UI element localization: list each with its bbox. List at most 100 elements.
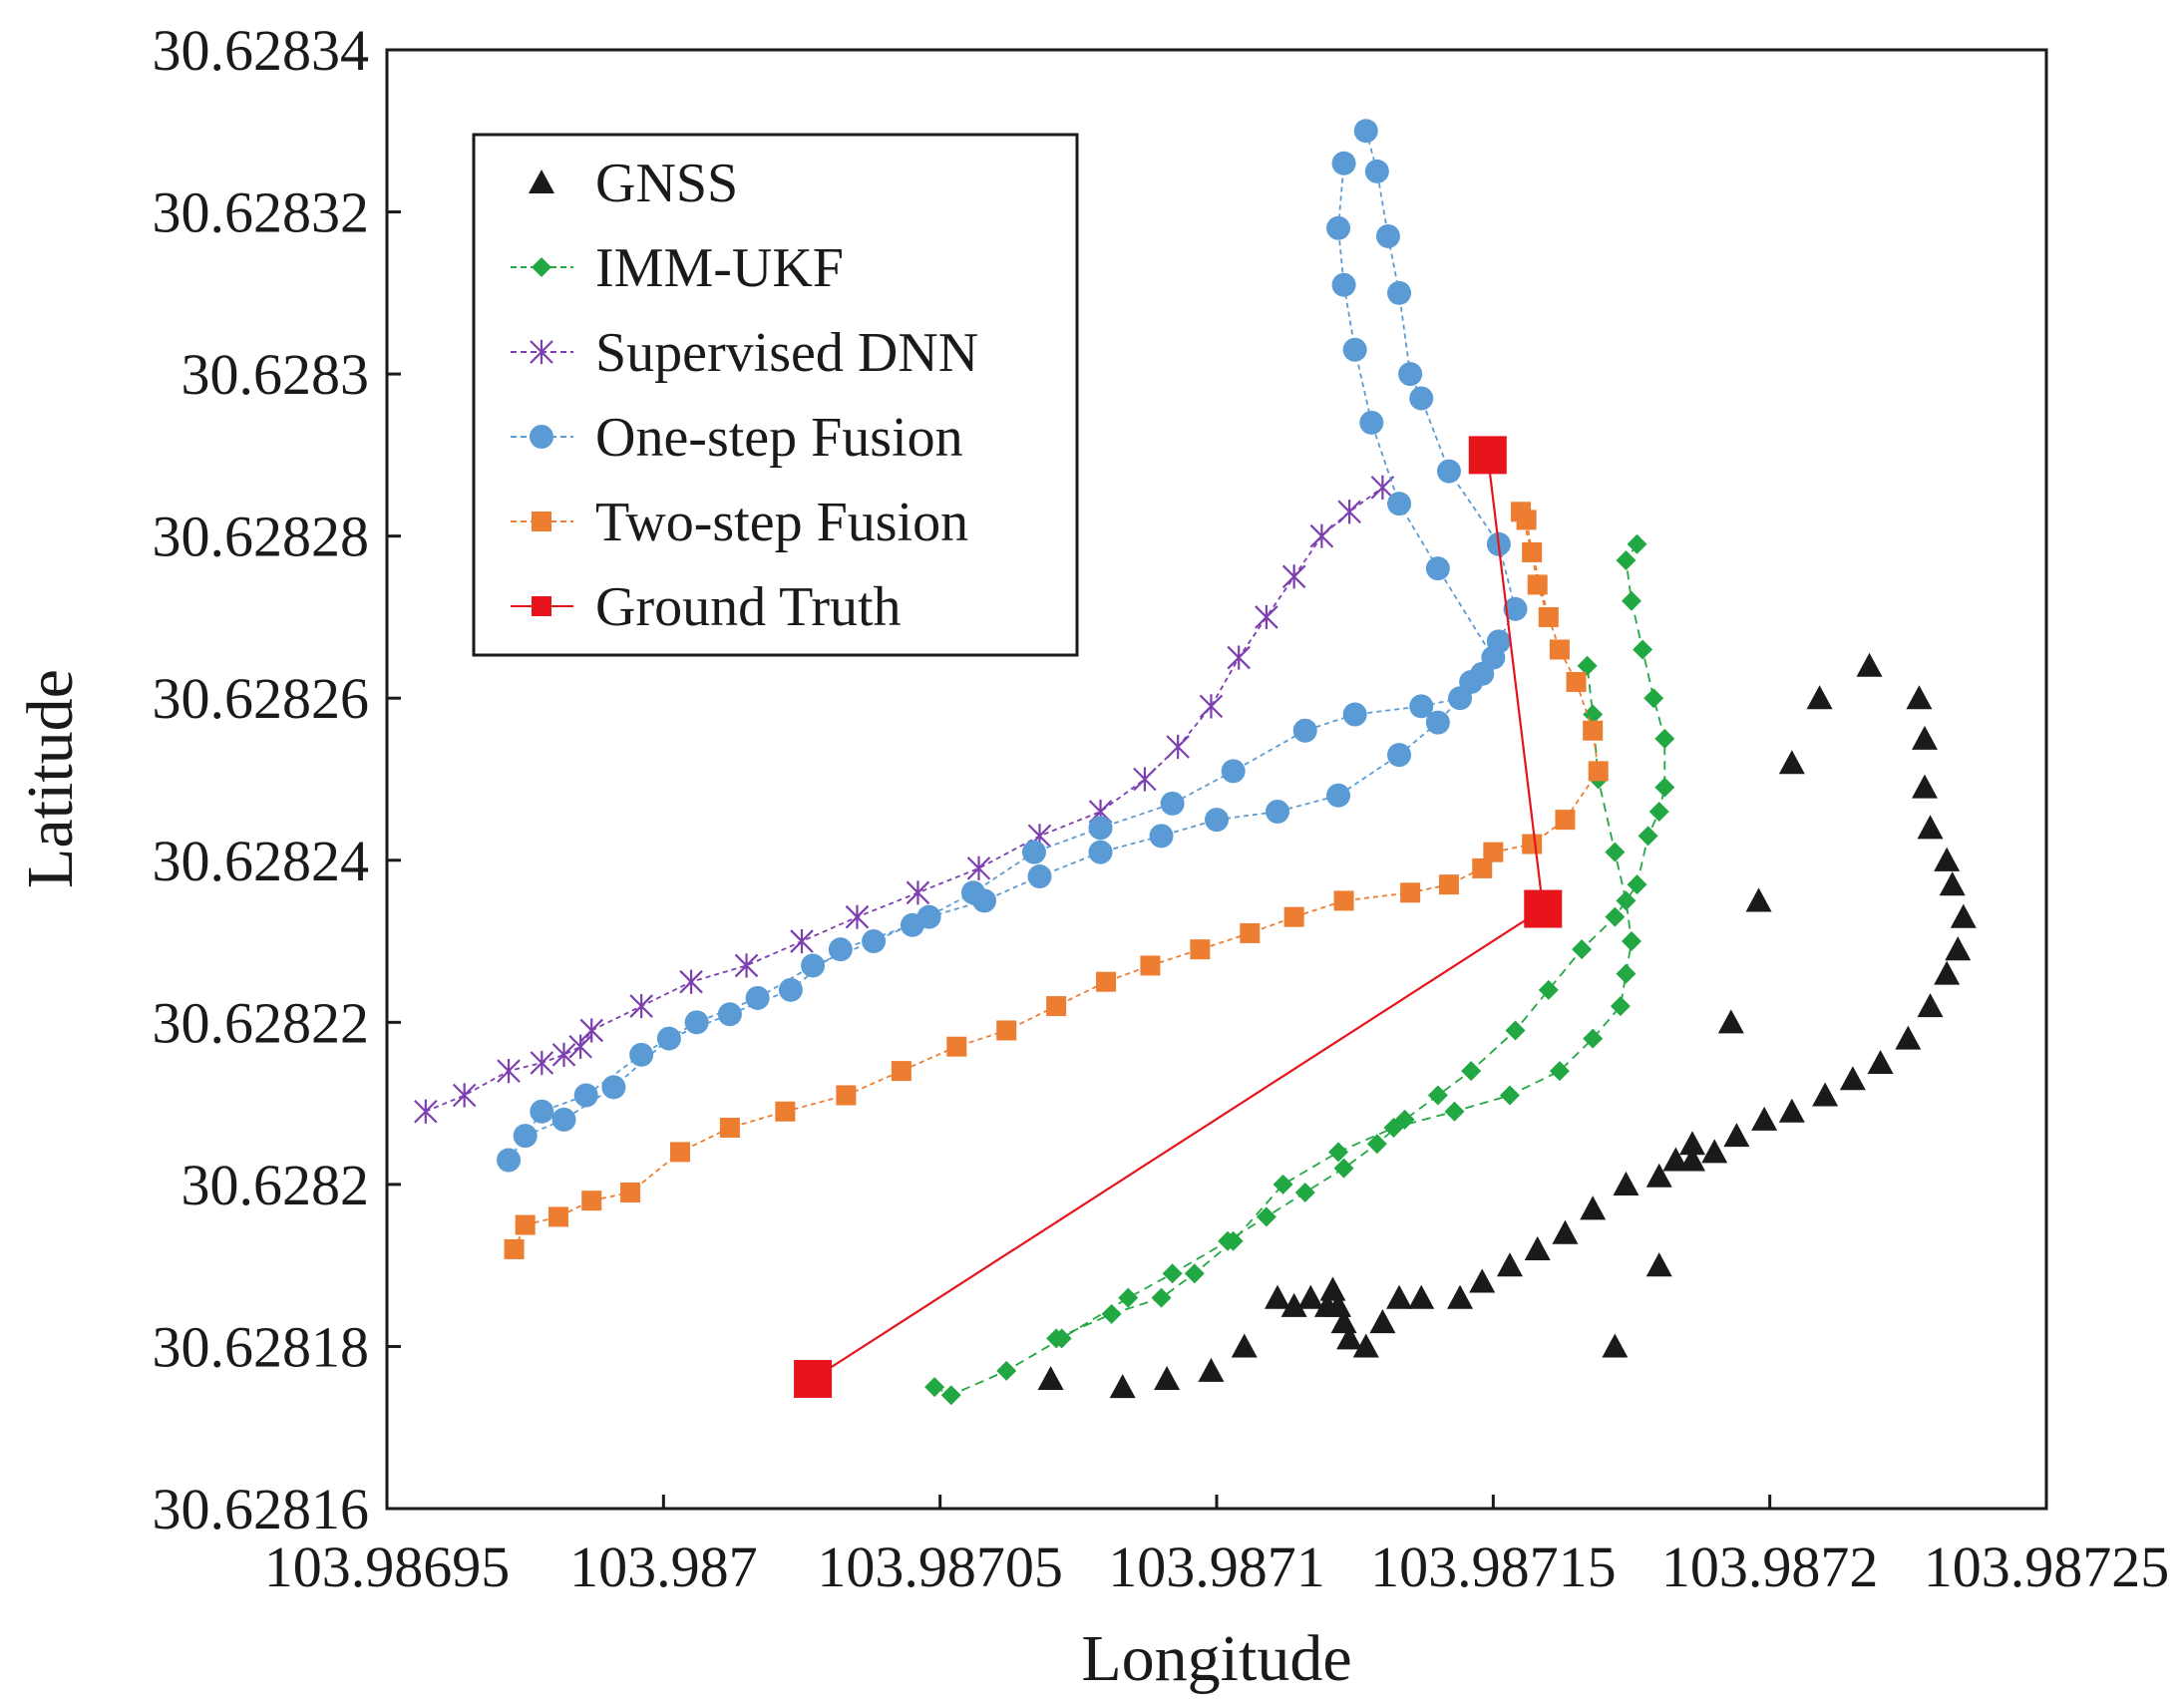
data-point (1294, 1183, 1315, 1203)
data-point (1297, 1284, 1324, 1309)
y-tick-label: 30.62816 (153, 1477, 370, 1541)
legend-box (472, 133, 1079, 657)
data-point (1638, 826, 1658, 847)
data-point (1522, 834, 1543, 854)
legend-label: Ground Truth (595, 576, 902, 638)
data-point (778, 977, 803, 1002)
x-tick-label: 103.9871 (1108, 1534, 1325, 1599)
data-point (1605, 842, 1626, 862)
data-point (1273, 1174, 1293, 1194)
data-point (601, 1075, 626, 1100)
data-point (1505, 1020, 1526, 1041)
data-point (1283, 906, 1304, 927)
data-point (1364, 159, 1389, 183)
x-tick-label: 103.98695 (264, 1534, 511, 1599)
data-point (1583, 720, 1604, 741)
data-point (946, 1036, 967, 1057)
legend-marker (530, 339, 553, 365)
data-point (996, 1360, 1017, 1381)
data-point (1524, 889, 1563, 928)
x-tick-label: 103.98725 (1924, 1534, 2170, 1599)
data-point (1383, 1117, 1404, 1138)
data-point (1096, 971, 1117, 992)
data-point (1627, 533, 1647, 554)
data-point (1745, 887, 1772, 912)
x-tick-label: 103.98715 (1370, 1534, 1617, 1599)
legend-label: GNSS (595, 153, 738, 214)
data-point (1444, 1101, 1465, 1122)
data-point (1911, 725, 1938, 750)
data-point (1906, 685, 1933, 710)
data-point (1326, 215, 1351, 240)
data-point (669, 1142, 690, 1163)
data-point (1950, 903, 1977, 928)
data-point (1046, 996, 1067, 1017)
data-point (1701, 1139, 1728, 1164)
y-tick-label: 30.62826 (153, 666, 370, 731)
data-point (1717, 1009, 1744, 1034)
data-point (1256, 1206, 1276, 1227)
data-point (1370, 475, 1395, 500)
data-point (1333, 1158, 1354, 1179)
data-point (1616, 963, 1637, 984)
data-point (1133, 767, 1157, 792)
y-tick-label: 30.62828 (153, 505, 370, 569)
data-point (1118, 1287, 1139, 1308)
series-one-step-fusion (497, 119, 1528, 1173)
data-point (1281, 564, 1306, 589)
data-point (1160, 791, 1185, 816)
data-point (1527, 574, 1548, 595)
data-point (1223, 1230, 1244, 1251)
data-point (1583, 1028, 1604, 1049)
legend-marker (532, 596, 551, 616)
data-point (1353, 119, 1378, 144)
data-point (1027, 864, 1052, 889)
x-tick-label: 103.9872 (1661, 1534, 1879, 1599)
data-point (719, 1117, 740, 1138)
axes: 103.98695 103.987 103.98705 103.9871 103.987… (153, 18, 2170, 1599)
data-point (1140, 955, 1161, 976)
data-point (1643, 688, 1664, 709)
data-point (1616, 890, 1637, 911)
data-point (1387, 280, 1412, 305)
data-point (1162, 1263, 1183, 1284)
data-point (845, 904, 870, 929)
data-point (1662, 1147, 1689, 1172)
data-point (551, 1107, 576, 1132)
data-point (1387, 743, 1412, 768)
data-point (1895, 1025, 1922, 1050)
data-point (906, 880, 930, 905)
series-gnss (1037, 652, 1977, 1399)
data-point (1398, 362, 1423, 387)
data-point (1934, 960, 1961, 985)
data-point (1499, 1085, 1520, 1106)
data-point (900, 912, 924, 937)
data-point (497, 1148, 522, 1173)
x-axis-title: Longitude (1081, 1622, 1351, 1695)
data-point (940, 1385, 961, 1406)
data-point (1037, 1365, 1064, 1391)
data-point (1459, 669, 1484, 694)
data-point (734, 953, 759, 978)
data-point (1605, 906, 1626, 927)
legend-item-one-step-fusion: One-step Fusion (511, 407, 963, 469)
data-point (1227, 645, 1251, 670)
data-point (1622, 931, 1641, 952)
data-point (568, 1034, 592, 1059)
data-point (1610, 996, 1631, 1017)
data-point (1468, 436, 1507, 475)
data-point (551, 1042, 576, 1067)
data-point (1366, 1134, 1387, 1155)
data-point (547, 1206, 568, 1227)
data-point (1205, 808, 1229, 833)
data-point (515, 1214, 536, 1235)
data-point (1679, 1131, 1706, 1156)
data-point (862, 929, 887, 954)
legend-marker (530, 425, 553, 449)
data-point (1331, 151, 1356, 175)
data-point (573, 1083, 598, 1108)
data-point (1387, 492, 1412, 516)
data-point (1549, 639, 1570, 660)
legend-item-supervised-dnn: Supervised DNN (511, 322, 978, 384)
data-point (1917, 815, 1944, 840)
